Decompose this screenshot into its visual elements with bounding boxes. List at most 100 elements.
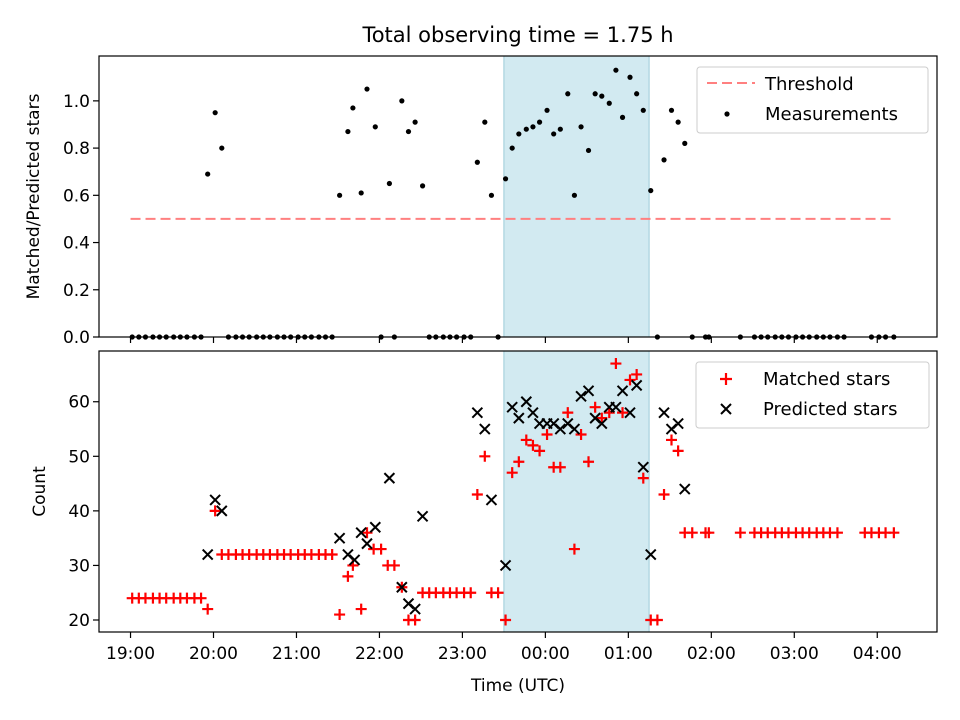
matched-star-point [589, 401, 601, 413]
measurement-point [557, 126, 563, 132]
matched-star-point [520, 434, 532, 446]
predicted-star-point [201, 548, 214, 561]
matched-star-point [541, 428, 553, 440]
measurement-point [530, 124, 536, 130]
measurement-point [682, 140, 688, 146]
measurement-point [419, 183, 426, 189]
predicted-star-point [520, 396, 533, 408]
y-tick-label: 0.0 [63, 328, 90, 348]
measurement-point [585, 147, 592, 154]
measurement-point [661, 157, 667, 163]
measurement-point [592, 91, 598, 97]
matched-star-point [651, 614, 663, 626]
measurement-point [536, 119, 543, 125]
predicted-star-point [409, 603, 421, 615]
matched-star-point [888, 527, 900, 539]
matched-star-point [610, 358, 622, 370]
matched-star-point [631, 368, 643, 380]
predicted-star-point [582, 385, 595, 397]
matched-star-point [388, 559, 400, 571]
predicted-star-point [624, 406, 636, 419]
y-tick-label: 50 [68, 447, 90, 467]
measurement-point [372, 124, 378, 130]
predicted-star-point [369, 521, 381, 533]
x-tick-label: 04:00 [853, 644, 902, 664]
measurement-point [606, 100, 612, 106]
predicted-star-point [575, 390, 587, 402]
legend-predicted-label: Predicted stars [763, 399, 897, 420]
predicted-star-point [416, 510, 429, 523]
predicted-star-point [216, 505, 228, 517]
measurement-point [212, 110, 218, 116]
matched-star-point [471, 489, 483, 501]
measurement-point [613, 67, 619, 73]
predicted-star-point [396, 581, 408, 593]
measurement-point [516, 131, 522, 137]
measurement-point [675, 119, 681, 125]
matched-star-point [361, 527, 373, 539]
matched-star-point [575, 428, 587, 440]
predicted-star-point [672, 417, 684, 430]
legend-measurements-swatch [724, 111, 730, 117]
y-tick-label: 40 [68, 502, 90, 522]
x-tick-label: 23:00 [438, 644, 487, 664]
matched-star-point [562, 407, 574, 419]
matched-star-point [465, 587, 477, 599]
legend-matched-label: Matched stars [763, 369, 890, 390]
ratio-panel: 0.0 0.2 0.4 0.6 0.8 1.0 Matched/Predicted sta… [24, 55, 938, 348]
matched-star-point [658, 489, 670, 501]
predicted-star-point [616, 385, 629, 397]
matched-star-point [342, 570, 354, 582]
measurement-point [578, 124, 584, 130]
matched-star-point [686, 527, 698, 539]
measurement-point [551, 131, 557, 137]
predicted-star-point [348, 554, 361, 566]
matched-star-point [703, 527, 715, 539]
matched-star-point [209, 505, 221, 517]
matched-star-point [583, 456, 595, 468]
measurement-point [474, 159, 480, 165]
matched-star-point [637, 472, 649, 484]
x-tick-label: 19:00 [106, 644, 155, 664]
predicted-star-point [479, 423, 491, 435]
x-tick-label: 03:00 [770, 644, 819, 664]
matched-star-point [506, 467, 518, 479]
predicted-star-point [554, 423, 567, 435]
matched-star-point [513, 456, 525, 468]
matched-star-point [603, 407, 615, 419]
predicted-star-point [527, 406, 539, 419]
measurement-point [350, 105, 356, 111]
predicted-star-point [485, 494, 498, 506]
measurement-point [619, 114, 626, 120]
measurement-point [627, 74, 633, 80]
matched-star-point [492, 587, 504, 599]
count-legend: Matched stars Predicted stars [695, 361, 930, 429]
matched-star-point [334, 609, 346, 621]
matched-star-point [375, 543, 387, 555]
matched-star-point [672, 445, 684, 457]
measurement-point [482, 119, 488, 125]
measurement-point [345, 128, 351, 135]
x-tick-label: 21:00 [272, 644, 321, 664]
measurement-point [386, 180, 392, 187]
measurement-point [358, 190, 364, 196]
predicted-star-point [637, 461, 649, 473]
matched-star-point [624, 374, 636, 386]
legend-predicted-swatch [720, 403, 732, 415]
predicted-star-point [383, 472, 396, 484]
matched-star-point [534, 445, 546, 457]
y-tick-label: 0.2 [63, 281, 90, 301]
predicted-star-point [355, 526, 367, 539]
legend-threshold-label: Threshold [764, 74, 854, 95]
predicted-star-point [499, 559, 512, 572]
y-tick-label: 60 [68, 393, 90, 413]
measurement-point [502, 176, 509, 182]
predicted-star-point [568, 423, 581, 435]
count-legend-box [695, 361, 930, 429]
matched-star-point [617, 407, 629, 419]
chart-title: Total observing time = 1.75 h [361, 23, 673, 47]
count-panel: 20 30 40 50 60 19:00 20:00 21:00 22:00 23:00 00:0… [30, 350, 938, 696]
matched-star-point [734, 527, 746, 539]
measurement-point [399, 98, 405, 104]
count-y-axis-label: Count [30, 466, 50, 517]
